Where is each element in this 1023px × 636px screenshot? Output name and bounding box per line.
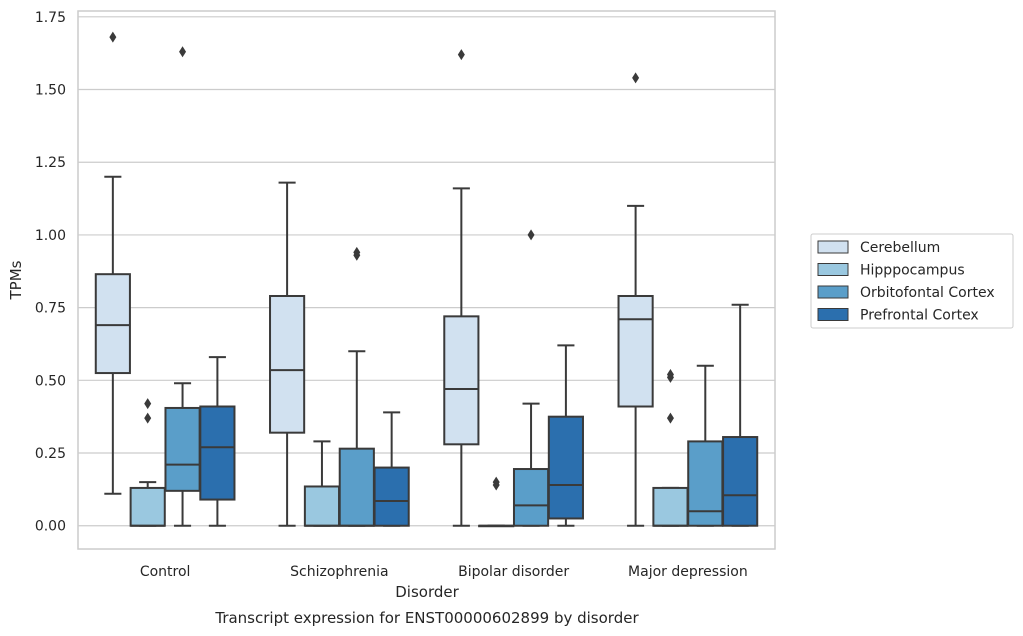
legend-label: Prefrontal Cortex bbox=[860, 308, 979, 324]
x-axis-title: Disorder bbox=[395, 583, 459, 601]
box-body bbox=[547, 415, 584, 520]
box-body bbox=[687, 440, 724, 527]
outlier-point bbox=[144, 412, 152, 424]
box-3-2 bbox=[547, 344, 584, 527]
box-body bbox=[443, 315, 480, 446]
box-layer bbox=[94, 31, 759, 528]
outlier-point bbox=[527, 229, 535, 241]
box-body bbox=[512, 468, 550, 527]
x-tick-label: Schizophrenia bbox=[290, 564, 388, 580]
box-3-1 bbox=[373, 411, 410, 527]
box-2-2 bbox=[512, 229, 550, 527]
y-tick-label: 1.25 bbox=[35, 155, 66, 171]
box-2-1 bbox=[338, 246, 375, 527]
box-1-0 bbox=[129, 398, 166, 527]
box-body bbox=[269, 294, 306, 434]
legend-label: Cerebellum bbox=[860, 240, 940, 256]
outlier-point bbox=[457, 49, 465, 61]
y-axis-title: TPMs bbox=[7, 260, 25, 300]
legend-swatch bbox=[817, 263, 849, 276]
box-1-1 bbox=[303, 440, 341, 527]
box-1-3 bbox=[652, 369, 689, 527]
outlier-point bbox=[492, 476, 500, 488]
legend-label: Hipppocampus bbox=[860, 263, 965, 279]
outlier-point bbox=[109, 31, 117, 43]
legend-swatch bbox=[817, 308, 849, 321]
x-tick-label: Major depression bbox=[628, 564, 748, 580]
box-3-3 bbox=[722, 303, 759, 527]
box-3-0 bbox=[199, 356, 236, 527]
y-tick-label: 1.75 bbox=[35, 10, 66, 26]
box-body bbox=[164, 406, 201, 492]
legend-label: Orbitofontal Cortex bbox=[860, 285, 995, 301]
outlier-point bbox=[666, 369, 674, 381]
box-1-2 bbox=[478, 476, 515, 528]
box-body bbox=[199, 405, 236, 501]
box-body bbox=[129, 486, 166, 527]
y-tick-label: 1.00 bbox=[35, 228, 66, 244]
y-tick-label: 1.50 bbox=[35, 83, 66, 99]
plot-frame bbox=[77, 10, 776, 550]
outlier-point bbox=[632, 72, 640, 84]
x-tick-label: Control bbox=[140, 564, 191, 580]
y-tick-label: 0.00 bbox=[35, 519, 66, 535]
legend: Cerebellum Hipppocampus Orbitofontal Corte… bbox=[810, 233, 1014, 329]
box-body bbox=[303, 485, 341, 527]
legend-swatch bbox=[817, 240, 849, 254]
box-body bbox=[338, 447, 375, 527]
box-0-1 bbox=[269, 181, 306, 527]
box-body bbox=[373, 466, 410, 527]
box-body bbox=[652, 486, 689, 527]
x-tick-labels: Control Schizophrenia Bipolar disorder Majo… bbox=[140, 564, 748, 580]
outlier-point bbox=[666, 412, 674, 424]
box-0-2 bbox=[443, 49, 480, 527]
box-2-3 bbox=[687, 364, 724, 527]
box-2-0 bbox=[164, 46, 201, 527]
box-body bbox=[94, 273, 131, 375]
legend-frame bbox=[810, 233, 1014, 329]
box-body bbox=[617, 294, 654, 408]
y-tick-label: 0.75 bbox=[35, 301, 66, 317]
outlier-point bbox=[353, 246, 361, 258]
box-body bbox=[722, 436, 759, 527]
outlier-point bbox=[179, 46, 187, 58]
y-tick-labels: 0.00 0.25 0.50 0.75 1.00 1.25 1.50 1.75 bbox=[35, 10, 66, 535]
legend-swatch bbox=[817, 285, 849, 299]
box-0-3 bbox=[617, 72, 654, 527]
y-tick-label: 0.25 bbox=[35, 446, 66, 462]
y-tick-label: 0.50 bbox=[35, 373, 66, 389]
box-0-0 bbox=[94, 31, 131, 495]
outlier-point bbox=[144, 398, 152, 410]
x-tick-label: Bipolar disorder bbox=[458, 564, 569, 580]
chart-caption: Transcript expression for ENST0000060289… bbox=[214, 609, 639, 627]
